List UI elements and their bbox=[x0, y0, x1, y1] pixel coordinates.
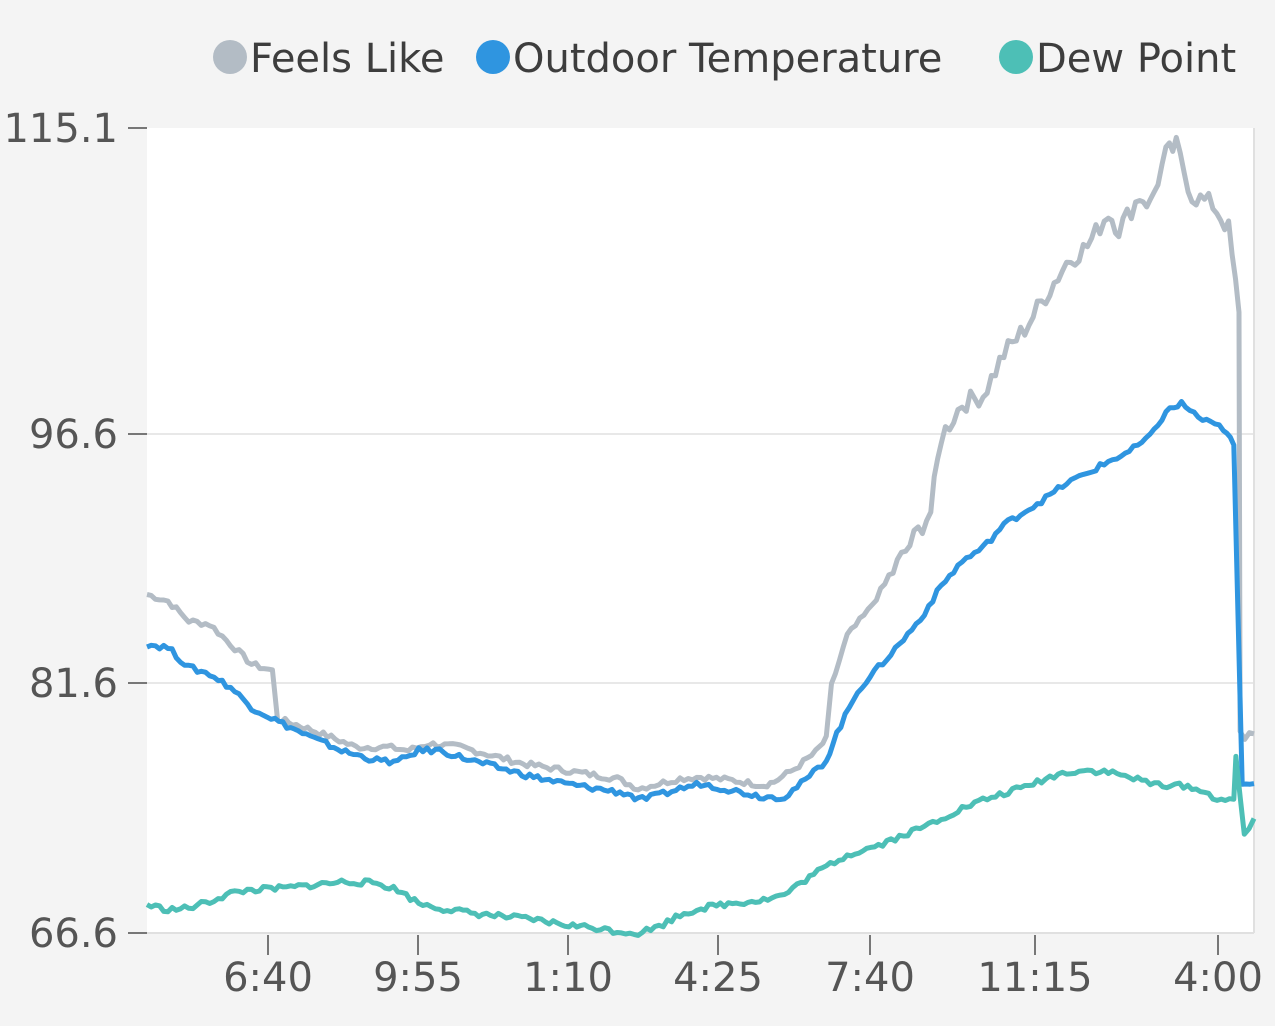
legend: Feels Like Outdoor Temperature Dew Point bbox=[213, 36, 1236, 82]
legend-label: Dew Point bbox=[1036, 36, 1236, 82]
legend-swatch bbox=[476, 40, 510, 74]
y-tick-label: 115.1 bbox=[3, 106, 118, 152]
series-line-outdoor-temperature bbox=[146, 399, 1255, 803]
y-tick-label: 81.6 bbox=[29, 661, 118, 707]
x-tick-label: 7:40 bbox=[825, 955, 915, 1001]
legend-label: Feels Like bbox=[250, 36, 444, 82]
x-tick-label: 1:10 bbox=[523, 955, 613, 1001]
series-lines bbox=[145, 134, 1257, 938]
x-tick-label: 4:00 bbox=[1173, 955, 1263, 1001]
y-tick-label: 66.6 bbox=[29, 911, 118, 957]
legend-label: Outdoor Temperature bbox=[513, 36, 942, 82]
legend-swatch bbox=[999, 40, 1033, 74]
y-tick-label: 96.6 bbox=[29, 412, 118, 458]
x-tick-label: 6:40 bbox=[223, 955, 313, 1001]
series-line-feels-like bbox=[146, 134, 1255, 793]
x-tick-label: 11:15 bbox=[977, 955, 1092, 1001]
series-line-dew-point bbox=[145, 753, 1257, 938]
legend-swatch bbox=[213, 40, 247, 74]
grid-lines bbox=[147, 433, 1254, 684]
x-tick-label: 4:25 bbox=[673, 955, 763, 1001]
x-axis: 6:40 9:55 1:10 4:25 7:40 11:15 4:00 bbox=[147, 128, 1263, 1001]
y-axis: 115.1 96.6 81.6 66.6 bbox=[3, 106, 147, 957]
x-tick-label: 9:55 bbox=[373, 955, 463, 1001]
